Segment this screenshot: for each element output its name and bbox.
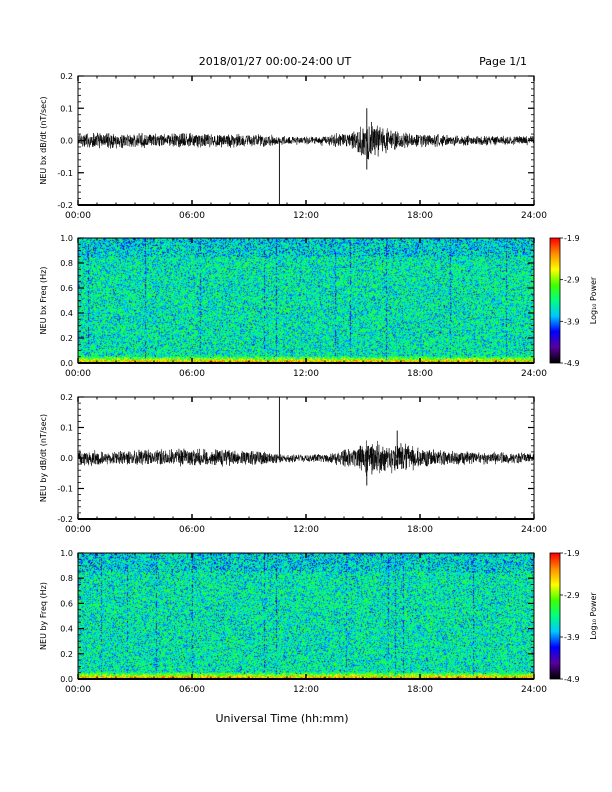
x-tick-label: 00:00 <box>65 685 91 695</box>
x-tick-label: 06:00 <box>179 685 205 695</box>
y-tick-label: -0.2 <box>57 201 73 210</box>
page-indicator: Page 1/1 <box>479 55 527 68</box>
panel-3: 00:00 06:00 12:00 18:00 24:00 0.2 0.1 0.0 -0.1 -0… <box>39 393 547 535</box>
y-tick-label: 0.6 <box>60 284 73 293</box>
y-tick-label: 0.4 <box>60 625 73 634</box>
x-tick-label: 00:00 <box>65 525 91 535</box>
colorbar-tick-label: -2.9 <box>564 276 580 285</box>
y-axis-label: NEU by Freq (Hz) <box>39 582 48 650</box>
spectrogram-container <box>78 238 534 363</box>
series-trace <box>77 440 535 476</box>
x-tick-label: 12:00 <box>293 369 319 379</box>
x-axis-label: Universal Time (hh:mm) <box>216 712 349 725</box>
colorbar-tick-label: -3.9 <box>564 633 580 642</box>
x-tick-label: 12:00 <box>293 525 319 535</box>
colorbar-tick-label: -4.9 <box>564 359 580 368</box>
colorbar-frame <box>549 237 561 364</box>
y-tick-label: 1.0 <box>60 549 73 558</box>
x-tick-label: 06:00 <box>179 525 205 535</box>
y-tick-label: 0.2 <box>60 72 73 81</box>
colorbar-container <box>550 553 560 679</box>
colorbar-frame <box>549 552 561 680</box>
y-tick-label: -0.2 <box>57 515 73 524</box>
x-tick-label: 06:00 <box>179 211 205 221</box>
y-axis-label: NEU bx Freq (Hz) <box>39 267 48 335</box>
x-tick-label: 24:00 <box>521 369 547 379</box>
spectrogram-image <box>78 238 534 363</box>
y-tick-label: 0.0 <box>60 359 73 368</box>
y-axis-label: NEU bx dB/dt (nT/sec) <box>39 96 48 184</box>
colorbar-tick-label: -3.9 <box>564 317 580 326</box>
x-tick-label: 18:00 <box>407 211 433 221</box>
x-tick-label: 12:00 <box>293 211 319 221</box>
y-tick-label: 0.2 <box>60 393 73 402</box>
y-tick-label: 0.2 <box>60 650 73 659</box>
x-tick-label: 24:00 <box>521 211 547 221</box>
x-tick-label: 06:00 <box>179 369 205 379</box>
colorbar-tick-label: -4.9 <box>564 675 580 684</box>
spectrogram-image <box>78 553 534 679</box>
colorbar-gradient <box>550 553 560 679</box>
colorbar: -1.9 -2.9 -3.9 -4.9 Log₁₀ Power <box>549 549 598 684</box>
y-tick-label: 0.2 <box>60 334 73 343</box>
colorbar-tick-label: -1.9 <box>564 234 580 243</box>
colorbar-tick-label: -1.9 <box>564 549 580 558</box>
y-tick-label: 0.6 <box>60 599 73 608</box>
y-tick-label: 0.0 <box>60 137 73 146</box>
panels: 00:00 06:00 12:00 18:00 24:00 0.2 0.1 0.0 -0.1 -0… <box>39 72 598 695</box>
y-tick-label: -0.1 <box>57 485 73 494</box>
y-tick-label: 0.8 <box>60 259 73 268</box>
y-tick-label: 0.1 <box>60 104 73 113</box>
x-tick-label: 18:00 <box>407 685 433 695</box>
y-tick-label: 0.4 <box>60 309 73 318</box>
series-trace <box>77 121 535 160</box>
x-tick-label: 00:00 <box>65 211 91 221</box>
y-tick-label: 0.8 <box>60 574 73 583</box>
y-tick-label: 0.0 <box>60 454 73 463</box>
x-tick-label: 18:00 <box>407 369 433 379</box>
colorbar-gradient <box>550 238 560 363</box>
figure-title: 2018/01/27 00:00-24:00 UT <box>199 55 352 68</box>
y-tick-label: 0.1 <box>60 424 73 433</box>
y-tick-label: 1.0 <box>60 234 73 243</box>
x-tick-label: 24:00 <box>521 685 547 695</box>
y-tick-label: 0.0 <box>60 675 73 684</box>
colorbar-container <box>550 238 560 363</box>
x-tick-label: 18:00 <box>407 525 433 535</box>
panel-1: 00:00 06:00 12:00 18:00 24:00 0.2 0.1 0.0 -0.1 -0… <box>39 72 547 221</box>
y-tick-label: -0.1 <box>57 169 73 178</box>
panel-2: 00:00 06:00 12:00 18:00 24:00 1.0 0.8 0.6 0.4 0.2… <box>39 234 598 379</box>
x-tick-label: 12:00 <box>293 685 319 695</box>
y-axis-label: NEU by dB/dt (nT/sec) <box>39 414 48 502</box>
colorbar-label: Log₁₀ Power <box>589 592 598 640</box>
x-tick-label: 00:00 <box>65 369 91 379</box>
panel-4: 00:00 06:00 12:00 18:00 24:00 1.0 0.8 0.6 0.4 0.2… <box>39 549 598 695</box>
colorbar: -1.9 -2.9 -3.9 -4.9 Log₁₀ Power <box>549 234 598 368</box>
spectrogram-container <box>78 553 534 679</box>
x-tick-label: 24:00 <box>521 525 547 535</box>
colorbar-tick-label: -2.9 <box>564 591 580 600</box>
colorbar-label: Log₁₀ Power <box>589 276 598 324</box>
